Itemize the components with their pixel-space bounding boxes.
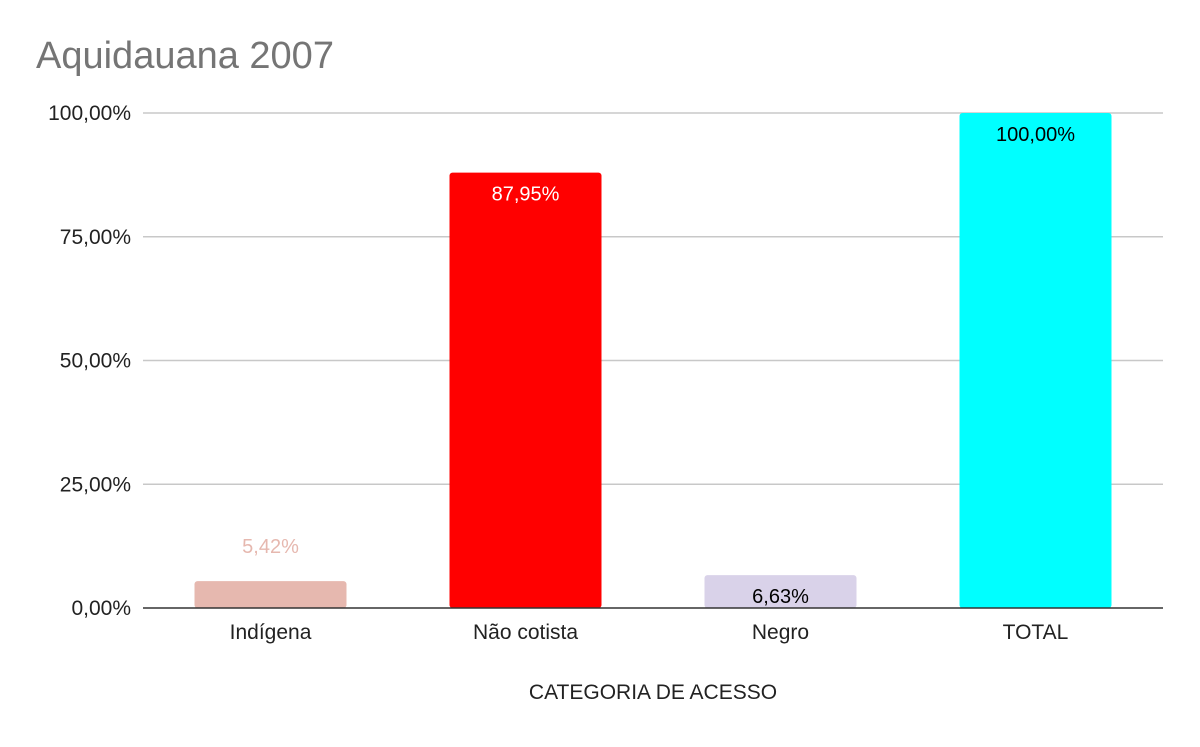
data-label: 87,95%	[492, 184, 560, 206]
y-tick-label: 75,00%	[60, 226, 131, 249]
y-axis-ticks: 0,00% 25,00% 50,00% 75,00% 100,00%	[48, 102, 131, 620]
data-label: 5,42%	[242, 536, 299, 558]
y-tick-label: 0,00%	[71, 597, 131, 620]
bar	[449, 172, 602, 608]
x-tick-label: Indígena	[230, 621, 312, 644]
chart-title: Aquidauana 2007	[36, 35, 334, 77]
x-axis-title: CATEGORIA DE ACESSO	[529, 681, 777, 704]
y-tick-label: 100,00%	[48, 102, 131, 125]
bar	[959, 113, 1112, 608]
bar	[194, 581, 347, 608]
bars	[194, 113, 1112, 608]
x-tick-label: Negro	[752, 621, 809, 644]
data-label: 6,63%	[752, 586, 809, 608]
x-axis-ticks: Indígena Não cotista Negro TOTAL	[230, 621, 1069, 644]
y-tick-label: 50,00%	[60, 350, 131, 373]
data-labels: 5,42% 87,95% 6,63% 100,00%	[242, 124, 1075, 608]
data-label: 100,00%	[996, 124, 1075, 146]
y-tick-label: 25,00%	[60, 473, 131, 496]
bar	[704, 575, 857, 608]
x-tick-label: TOTAL	[1003, 621, 1069, 644]
x-tick-label: Não cotista	[473, 621, 578, 644]
